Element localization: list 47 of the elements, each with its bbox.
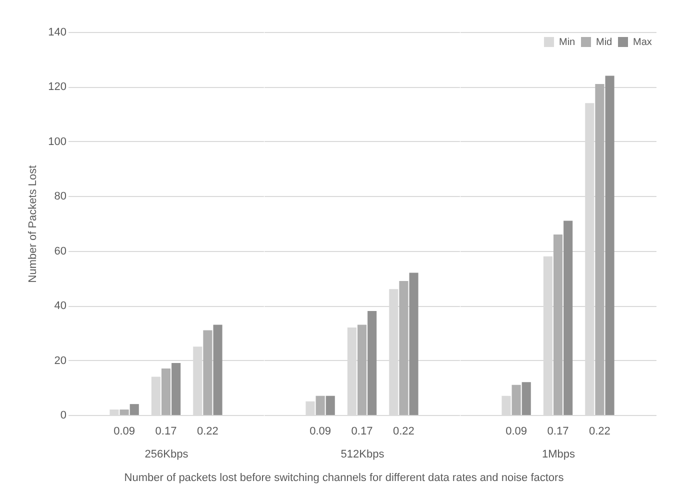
bar	[120, 410, 129, 415]
x-axis-title: 1Mbps	[542, 448, 576, 460]
x-axis-title: 512Kbps	[340, 448, 385, 460]
bar	[172, 363, 181, 415]
x-tick-label: 0.22	[588, 426, 610, 438]
bar	[512, 384, 521, 415]
y-tick-label: 40	[54, 300, 66, 312]
bar	[357, 324, 367, 415]
bar	[553, 234, 563, 415]
bar	[110, 410, 119, 415]
x-tick-label: 0.22	[196, 426, 218, 438]
legend-label: Max	[633, 37, 652, 48]
y-axis-title: Number of Packets Lost	[27, 165, 40, 283]
x-axis-title: 256Kbps	[144, 448, 189, 460]
bar	[151, 376, 160, 415]
bar	[595, 84, 604, 415]
bar	[368, 311, 377, 415]
text: Number of packets lost before switching channels for different data rates and noise factors	[123, 472, 565, 484]
y-tick-label: 20	[54, 354, 66, 367]
bar	[326, 396, 335, 415]
legend-label: Mid	[596, 37, 612, 48]
x-tick-label: 0.17	[547, 426, 569, 438]
y-tick-label: 140	[48, 26, 66, 38]
y-tick-label: 100	[48, 136, 66, 148]
bar	[203, 330, 212, 415]
bar	[522, 382, 531, 415]
x-tick-label: 0.22	[392, 426, 414, 438]
bar	[399, 280, 408, 415]
bar	[130, 404, 139, 415]
y-tick-label: 120	[48, 81, 66, 94]
x-tick-label: 0.09	[310, 426, 332, 438]
y-tick-label: 60	[54, 245, 66, 258]
bar	[161, 368, 171, 415]
bar	[605, 76, 614, 415]
bar	[409, 272, 418, 415]
bar	[306, 401, 315, 415]
bar	[502, 396, 511, 415]
x-tick-label: 0.17	[155, 426, 177, 438]
x-tick-label: 0.09	[506, 426, 528, 438]
bar	[316, 396, 325, 415]
legend-label: Min	[559, 37, 576, 48]
bar	[213, 324, 222, 415]
x-tick-label: 0.09	[114, 426, 136, 438]
x-tick-label: 0.17	[351, 426, 373, 438]
y-tick-label: 80	[54, 190, 66, 203]
y-tick-label: 0	[60, 410, 66, 422]
bar	[564, 220, 573, 415]
